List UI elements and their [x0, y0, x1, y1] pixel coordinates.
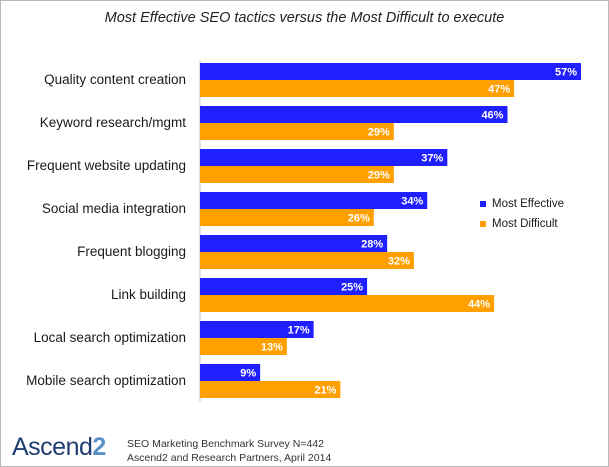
value-label-difficult-frequent-blogging: 32%	[388, 256, 410, 268]
category-label-keyword-research-mgmt: Keyword research/mgmt	[40, 115, 187, 130]
value-label-difficult-keyword-research-mgmt: 29%	[368, 127, 390, 139]
ascend2-logo: Ascend2	[12, 433, 106, 461]
bar-effective-quality-content-creation	[200, 63, 581, 80]
source-line-1: SEO Marketing Benchmark Survey N=442	[127, 438, 324, 450]
bar-difficult-frequent-blogging	[200, 252, 414, 269]
chart-title: Most Effective SEO tactics versus the Mo…	[104, 10, 505, 26]
category-label-mobile-search-optimization: Mobile search optimization	[26, 373, 186, 388]
source-note: SEO Marketing Benchmark Survey N=442 Asc…	[127, 437, 331, 465]
value-label-effective-frequent-website-updating: 37%	[421, 153, 443, 165]
bar-effective-link-building	[200, 278, 368, 295]
bar-effective-local-search-optimization	[200, 321, 314, 338]
value-label-difficult-local-search-optimization: 13%	[261, 342, 283, 354]
legend-item-effective: Most Effective	[480, 194, 564, 214]
bar-chart: Quality content creation 57% 47% Keyword re…	[26, 60, 581, 402]
legend-item-difficult: Most Difficult	[480, 214, 564, 234]
bar-difficult-link-building	[200, 295, 495, 312]
value-label-difficult-social-media-integration: 26%	[348, 213, 370, 225]
legend-label-effective: Most Effective	[492, 198, 565, 210]
category-label-frequent-blogging: Frequent blogging	[77, 244, 186, 259]
bar-difficult-quality-content-creation	[200, 80, 515, 97]
bar-effective-frequent-website-updating	[200, 149, 448, 166]
category-label-link-building: Link building	[111, 287, 186, 302]
value-label-difficult-quality-content-creation: 47%	[488, 84, 510, 96]
bar-difficult-mobile-search-optimization	[200, 381, 341, 398]
legend-swatch-difficult	[480, 221, 486, 227]
bar-difficult-local-search-optimization	[200, 338, 287, 355]
bar-effective-mobile-search-optimization	[200, 364, 261, 381]
bar-difficult-keyword-research-mgmt	[200, 123, 394, 140]
value-label-effective-frequent-blogging: 28%	[361, 239, 383, 251]
category-label-quality-content-creation: Quality content creation	[44, 72, 186, 87]
bar-difficult-frequent-website-updating	[200, 166, 394, 183]
value-label-difficult-link-building: 44%	[468, 299, 490, 311]
bars-group: Quality content creation 57% 47% Keyword re…	[26, 63, 581, 398]
legend: Most Effective Most Difficult	[480, 194, 564, 234]
category-label-social-media-integration: Social media integration	[42, 201, 186, 216]
legend-swatch-effective	[480, 201, 486, 207]
bar-difficult-social-media-integration	[200, 209, 374, 226]
value-label-effective-keyword-research-mgmt: 46%	[481, 110, 503, 122]
value-label-effective-social-media-integration: 34%	[401, 196, 423, 208]
category-label-frequent-website-updating: Frequent website updating	[27, 158, 186, 173]
value-label-effective-mobile-search-optimization: 9%	[240, 368, 256, 380]
bar-effective-frequent-blogging	[200, 235, 388, 252]
value-label-effective-local-search-optimization: 17%	[288, 325, 310, 337]
source-line-2: Ascend2 and Research Partners, April 201…	[127, 452, 332, 464]
value-label-difficult-frequent-website-updating: 29%	[368, 170, 390, 182]
value-label-effective-quality-content-creation: 57%	[555, 67, 577, 79]
value-label-effective-link-building: 25%	[341, 282, 363, 294]
category-label-local-search-optimization: Local search optimization	[34, 330, 186, 345]
bar-effective-social-media-integration	[200, 192, 428, 209]
legend-label-difficult: Most Difficult	[492, 218, 558, 230]
bar-effective-keyword-research-mgmt	[200, 106, 508, 123]
value-label-difficult-mobile-search-optimization: 21%	[314, 385, 336, 397]
